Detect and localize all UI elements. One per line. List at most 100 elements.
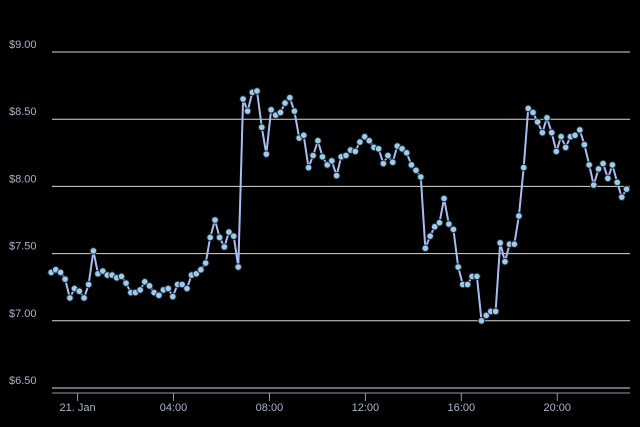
point [561, 143, 570, 152]
point [66, 294, 74, 302]
point [229, 232, 238, 240]
point [379, 159, 388, 168]
point [538, 128, 547, 137]
point [557, 132, 565, 141]
point [589, 181, 598, 189]
point [309, 151, 317, 160]
point [342, 151, 350, 160]
point [529, 108, 537, 117]
point [519, 163, 528, 172]
point [332, 171, 341, 180]
point [384, 151, 392, 160]
point [155, 291, 163, 300]
point [445, 220, 453, 228]
point [622, 185, 631, 193]
point [262, 150, 271, 158]
y-tick-label: $7.00 [9, 308, 37, 320]
point [454, 263, 463, 271]
point [122, 279, 130, 287]
point [613, 178, 622, 187]
point [234, 263, 243, 271]
point [547, 128, 556, 137]
y-tick-label: $7.50 [9, 241, 37, 253]
point [140, 278, 149, 286]
point [552, 147, 561, 156]
point [477, 317, 486, 325]
point [75, 287, 84, 296]
x-tick-label: 08:00 [256, 402, 284, 414]
point [211, 216, 219, 224]
point [426, 232, 434, 240]
point [449, 225, 458, 234]
point [281, 99, 289, 107]
point [178, 280, 186, 289]
point [435, 218, 444, 227]
point [239, 95, 247, 103]
point [599, 159, 607, 168]
point [421, 244, 430, 253]
point [515, 212, 523, 220]
point [585, 161, 593, 169]
point [243, 107, 252, 115]
y-tick-label: $8.50 [9, 106, 37, 118]
x-tick-label: 16:00 [448, 402, 476, 414]
point [299, 131, 308, 140]
point [496, 239, 504, 247]
point [412, 166, 420, 175]
point [430, 222, 439, 231]
y-tick-label: $6.50 [9, 375, 37, 387]
x-tick-label: 20:00 [543, 402, 571, 414]
point [402, 149, 411, 157]
point [136, 286, 144, 294]
point [365, 136, 374, 145]
point [286, 93, 294, 102]
x-tick-label: 04:00 [160, 402, 188, 414]
point [374, 144, 383, 153]
point [510, 240, 519, 248]
point [473, 272, 481, 281]
point [276, 108, 285, 117]
point [257, 123, 266, 132]
x-tick-label: 12:00 [352, 402, 380, 414]
point [290, 107, 299, 115]
point [80, 294, 88, 302]
point [318, 153, 327, 161]
x-tick-label: 21. Jan [60, 402, 96, 414]
point [168, 292, 177, 301]
point [463, 280, 472, 289]
point [576, 126, 584, 134]
point [225, 228, 233, 236]
point [314, 136, 322, 145]
point [267, 105, 275, 114]
point [351, 147, 360, 156]
point [253, 87, 261, 95]
point [407, 161, 416, 169]
point [56, 268, 65, 277]
point [604, 174, 612, 183]
point [201, 259, 210, 267]
point [215, 233, 224, 242]
point [416, 173, 425, 181]
point [220, 243, 229, 251]
point [608, 161, 617, 169]
point [594, 165, 603, 173]
point [164, 284, 173, 293]
point [206, 233, 215, 242]
point [197, 265, 205, 274]
point [440, 194, 448, 203]
point [524, 104, 533, 113]
y-tick-label: $8.00 [9, 173, 37, 185]
point [388, 158, 397, 167]
point [543, 114, 551, 122]
point [580, 140, 589, 149]
point [117, 272, 126, 281]
y-tick-label: $9.00 [9, 39, 37, 51]
point [145, 282, 154, 290]
point [328, 157, 336, 165]
point [491, 307, 500, 316]
point [304, 163, 313, 172]
point [183, 284, 191, 293]
point [571, 131, 579, 140]
